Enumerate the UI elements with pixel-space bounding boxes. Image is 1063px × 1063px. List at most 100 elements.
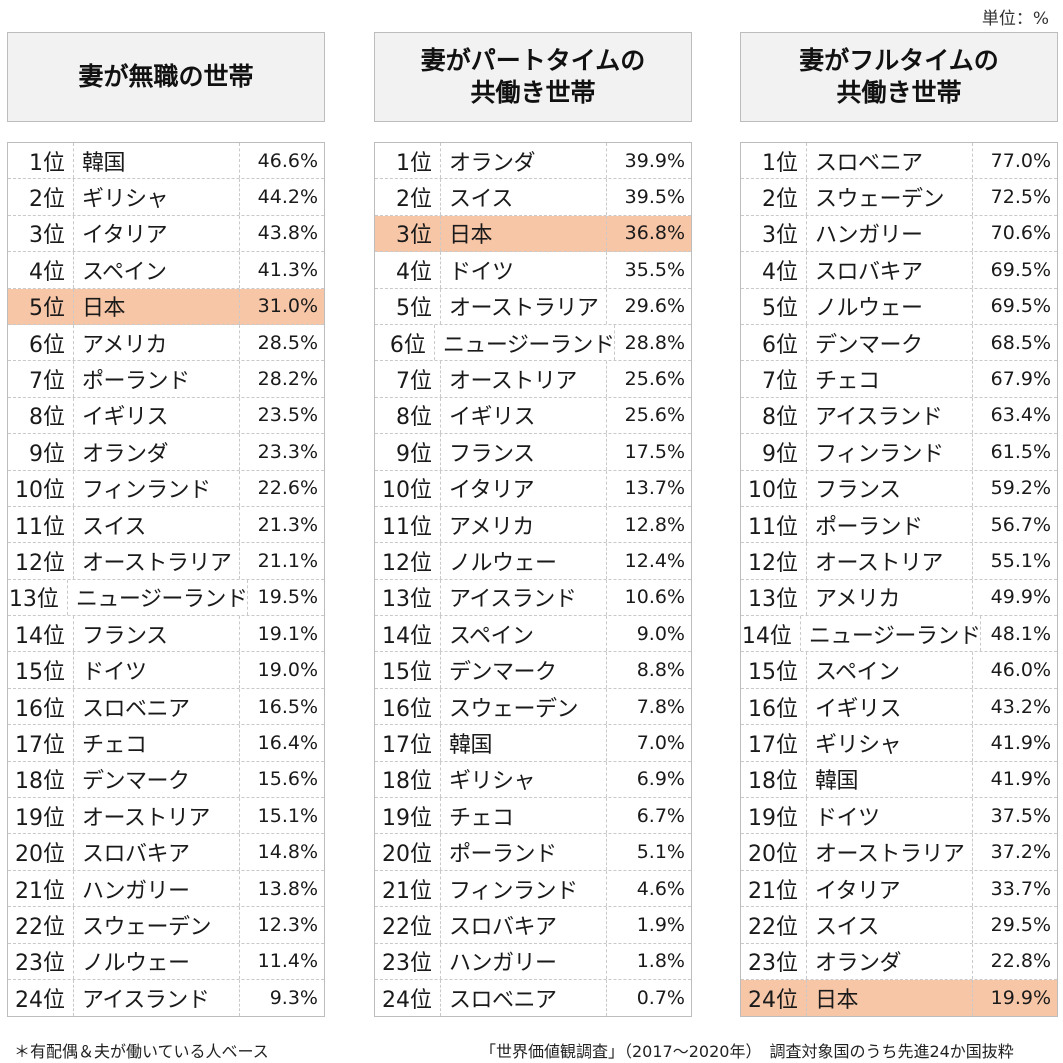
table-row: 11位 ポーランド 56.7% xyxy=(741,506,1057,544)
value-cell: 33.7% xyxy=(990,877,1051,900)
value-cell: 29.5% xyxy=(990,913,1051,936)
rank-cell: 4位 xyxy=(8,252,74,288)
rank-cell: 2位 xyxy=(741,179,807,215)
value-cell: 1.9% xyxy=(636,913,685,936)
value-cell: 44.2% xyxy=(257,186,318,209)
table-row: 12位 ノルウェー 12.4% xyxy=(375,543,691,580)
country-cell: ギリシャ xyxy=(441,761,607,798)
table-row: 4位 ドイツ 35.5% xyxy=(375,252,691,289)
country-cell: スロバキア xyxy=(74,834,240,870)
country-cell: チェコ xyxy=(807,361,973,397)
country-cell: フィンランド xyxy=(74,470,240,506)
value-cell: 28.2% xyxy=(257,368,318,391)
value-cell: 4.6% xyxy=(636,877,685,900)
table-row: 17位 韓国 7.0% xyxy=(375,725,691,762)
table-row: 12位 オーストリア 55.1% xyxy=(741,543,1057,580)
table-row: 14位 ニュージーランド 48.1% xyxy=(741,616,1057,653)
table-row: 23位 ノルウェー 11.4% xyxy=(8,943,324,980)
value-cell: 7.0% xyxy=(636,731,685,754)
value-cell: 41.9% xyxy=(990,731,1051,754)
table-row: 11位 アメリカ 12.8% xyxy=(375,506,691,544)
table-row: 8位 イギリス 25.6% xyxy=(375,397,691,435)
country-cell: ノルウェー xyxy=(441,543,607,579)
rank-cell: 11位 xyxy=(741,506,807,543)
country-cell: 日本 xyxy=(74,288,240,324)
rank-cell: 23位 xyxy=(375,943,441,979)
country-cell: オランダ xyxy=(441,143,607,179)
value-cell: 43.8% xyxy=(257,222,318,245)
country-cell: ドイツ xyxy=(441,252,607,288)
rank-cell: 21位 xyxy=(375,870,441,907)
table-row: 5位 オーストラリア 29.6% xyxy=(375,288,691,325)
table-row: 14位 スペイン 9.0% xyxy=(375,616,691,653)
country-cell: スペイン xyxy=(441,616,607,652)
value-cell: 6.9% xyxy=(636,768,685,791)
value-cell: 15.1% xyxy=(257,804,318,827)
rank-cell: 6位 xyxy=(741,324,807,361)
rank-cell: 2位 xyxy=(375,179,441,215)
table-row: 15位 ドイツ 19.0% xyxy=(8,652,324,689)
table-row: 18位 デンマーク 15.6% xyxy=(8,761,324,799)
table-row: 16位 スウェーデン 7.8% xyxy=(375,688,691,726)
value-cell: 46.0% xyxy=(990,659,1051,682)
country-cell: スウェーデン xyxy=(441,688,607,725)
value-cell: 13.8% xyxy=(257,877,318,900)
source-note: 「世界価値観調査」（2017～2020年） 調査対象国のうち先進24か国抜粋 xyxy=(480,1042,1014,1061)
rank-cell: 7位 xyxy=(8,361,74,397)
country-cell: 日本 xyxy=(441,215,607,252)
rank-cell: 9位 xyxy=(375,434,441,470)
table-row: 24位 アイスランド 9.3% xyxy=(8,979,324,1017)
value-cell: 19.9% xyxy=(990,987,1051,1010)
rank-cell: 5位 xyxy=(8,288,74,324)
rank-cell: 16位 xyxy=(375,688,441,725)
country-cell: オーストリア xyxy=(441,361,607,397)
panel-title: 妻がフルタイムの 共働き世帯 xyxy=(740,32,1058,122)
table-row: 21位 ハンガリー 13.8% xyxy=(8,870,324,908)
value-cell: 1.8% xyxy=(636,950,685,973)
rank-cell: 3位 xyxy=(8,215,74,252)
value-cell: 31.0% xyxy=(257,295,318,318)
value-cell: 19.1% xyxy=(257,622,318,645)
value-cell: 19.5% xyxy=(257,586,318,609)
rank-cell: 6位 xyxy=(8,324,74,361)
rank-cell: 20位 xyxy=(741,834,807,870)
value-cell: 13.7% xyxy=(624,477,685,500)
value-cell: 10.6% xyxy=(624,586,685,609)
panel-title: 妻がパートタイムの 共働き世帯 xyxy=(374,32,692,122)
table-row: 12位 オーストラリア 21.1% xyxy=(8,543,324,580)
country-cell: イタリア xyxy=(807,870,973,907)
value-cell: 61.5% xyxy=(990,440,1051,463)
table-row: 6位 ニュージーランド 28.8% xyxy=(375,324,691,362)
country-cell: デンマーク xyxy=(441,652,607,688)
value-cell: 59.2% xyxy=(990,477,1051,500)
value-cell: 23.5% xyxy=(257,404,318,427)
country-cell: スペイン xyxy=(74,252,240,288)
country-cell: ポーランド xyxy=(74,361,240,397)
country-cell: ハンガリー xyxy=(441,943,607,979)
rank-cell: 24位 xyxy=(375,979,441,1017)
value-cell: 9.3% xyxy=(269,987,318,1010)
value-cell: 12.3% xyxy=(257,913,318,936)
rank-cell: 1位 xyxy=(8,143,74,179)
country-cell: スロバキア xyxy=(441,907,607,943)
rank-cell: 17位 xyxy=(8,725,74,761)
country-cell: アメリカ xyxy=(807,579,973,616)
table-row: 20位 オーストラリア 37.2% xyxy=(741,834,1057,871)
value-cell: 49.9% xyxy=(990,586,1051,609)
country-cell: アメリカ xyxy=(441,506,607,543)
country-cell: スロベニア xyxy=(441,979,607,1017)
country-cell: アメリカ xyxy=(74,324,240,361)
rank-cell: 17位 xyxy=(375,725,441,761)
footnote: ＊有配偶＆夫が働いている人ベース xyxy=(14,1042,269,1061)
table-row: 4位 スロバキア 69.5% xyxy=(741,252,1057,289)
table-row: 2位 スイス 39.5% xyxy=(375,179,691,216)
country-cell: ドイツ xyxy=(807,798,973,834)
value-cell: 35.5% xyxy=(624,258,685,281)
table-row: 14位 フランス 19.1% xyxy=(8,616,324,653)
rank-cell: 4位 xyxy=(741,252,807,288)
rank-cell: 7位 xyxy=(741,361,807,397)
value-cell: 70.6% xyxy=(990,222,1051,245)
country-cell: ニュージーランド xyxy=(801,616,982,652)
value-cell: 37.5% xyxy=(990,804,1051,827)
country-cell: スペイン xyxy=(807,652,973,688)
